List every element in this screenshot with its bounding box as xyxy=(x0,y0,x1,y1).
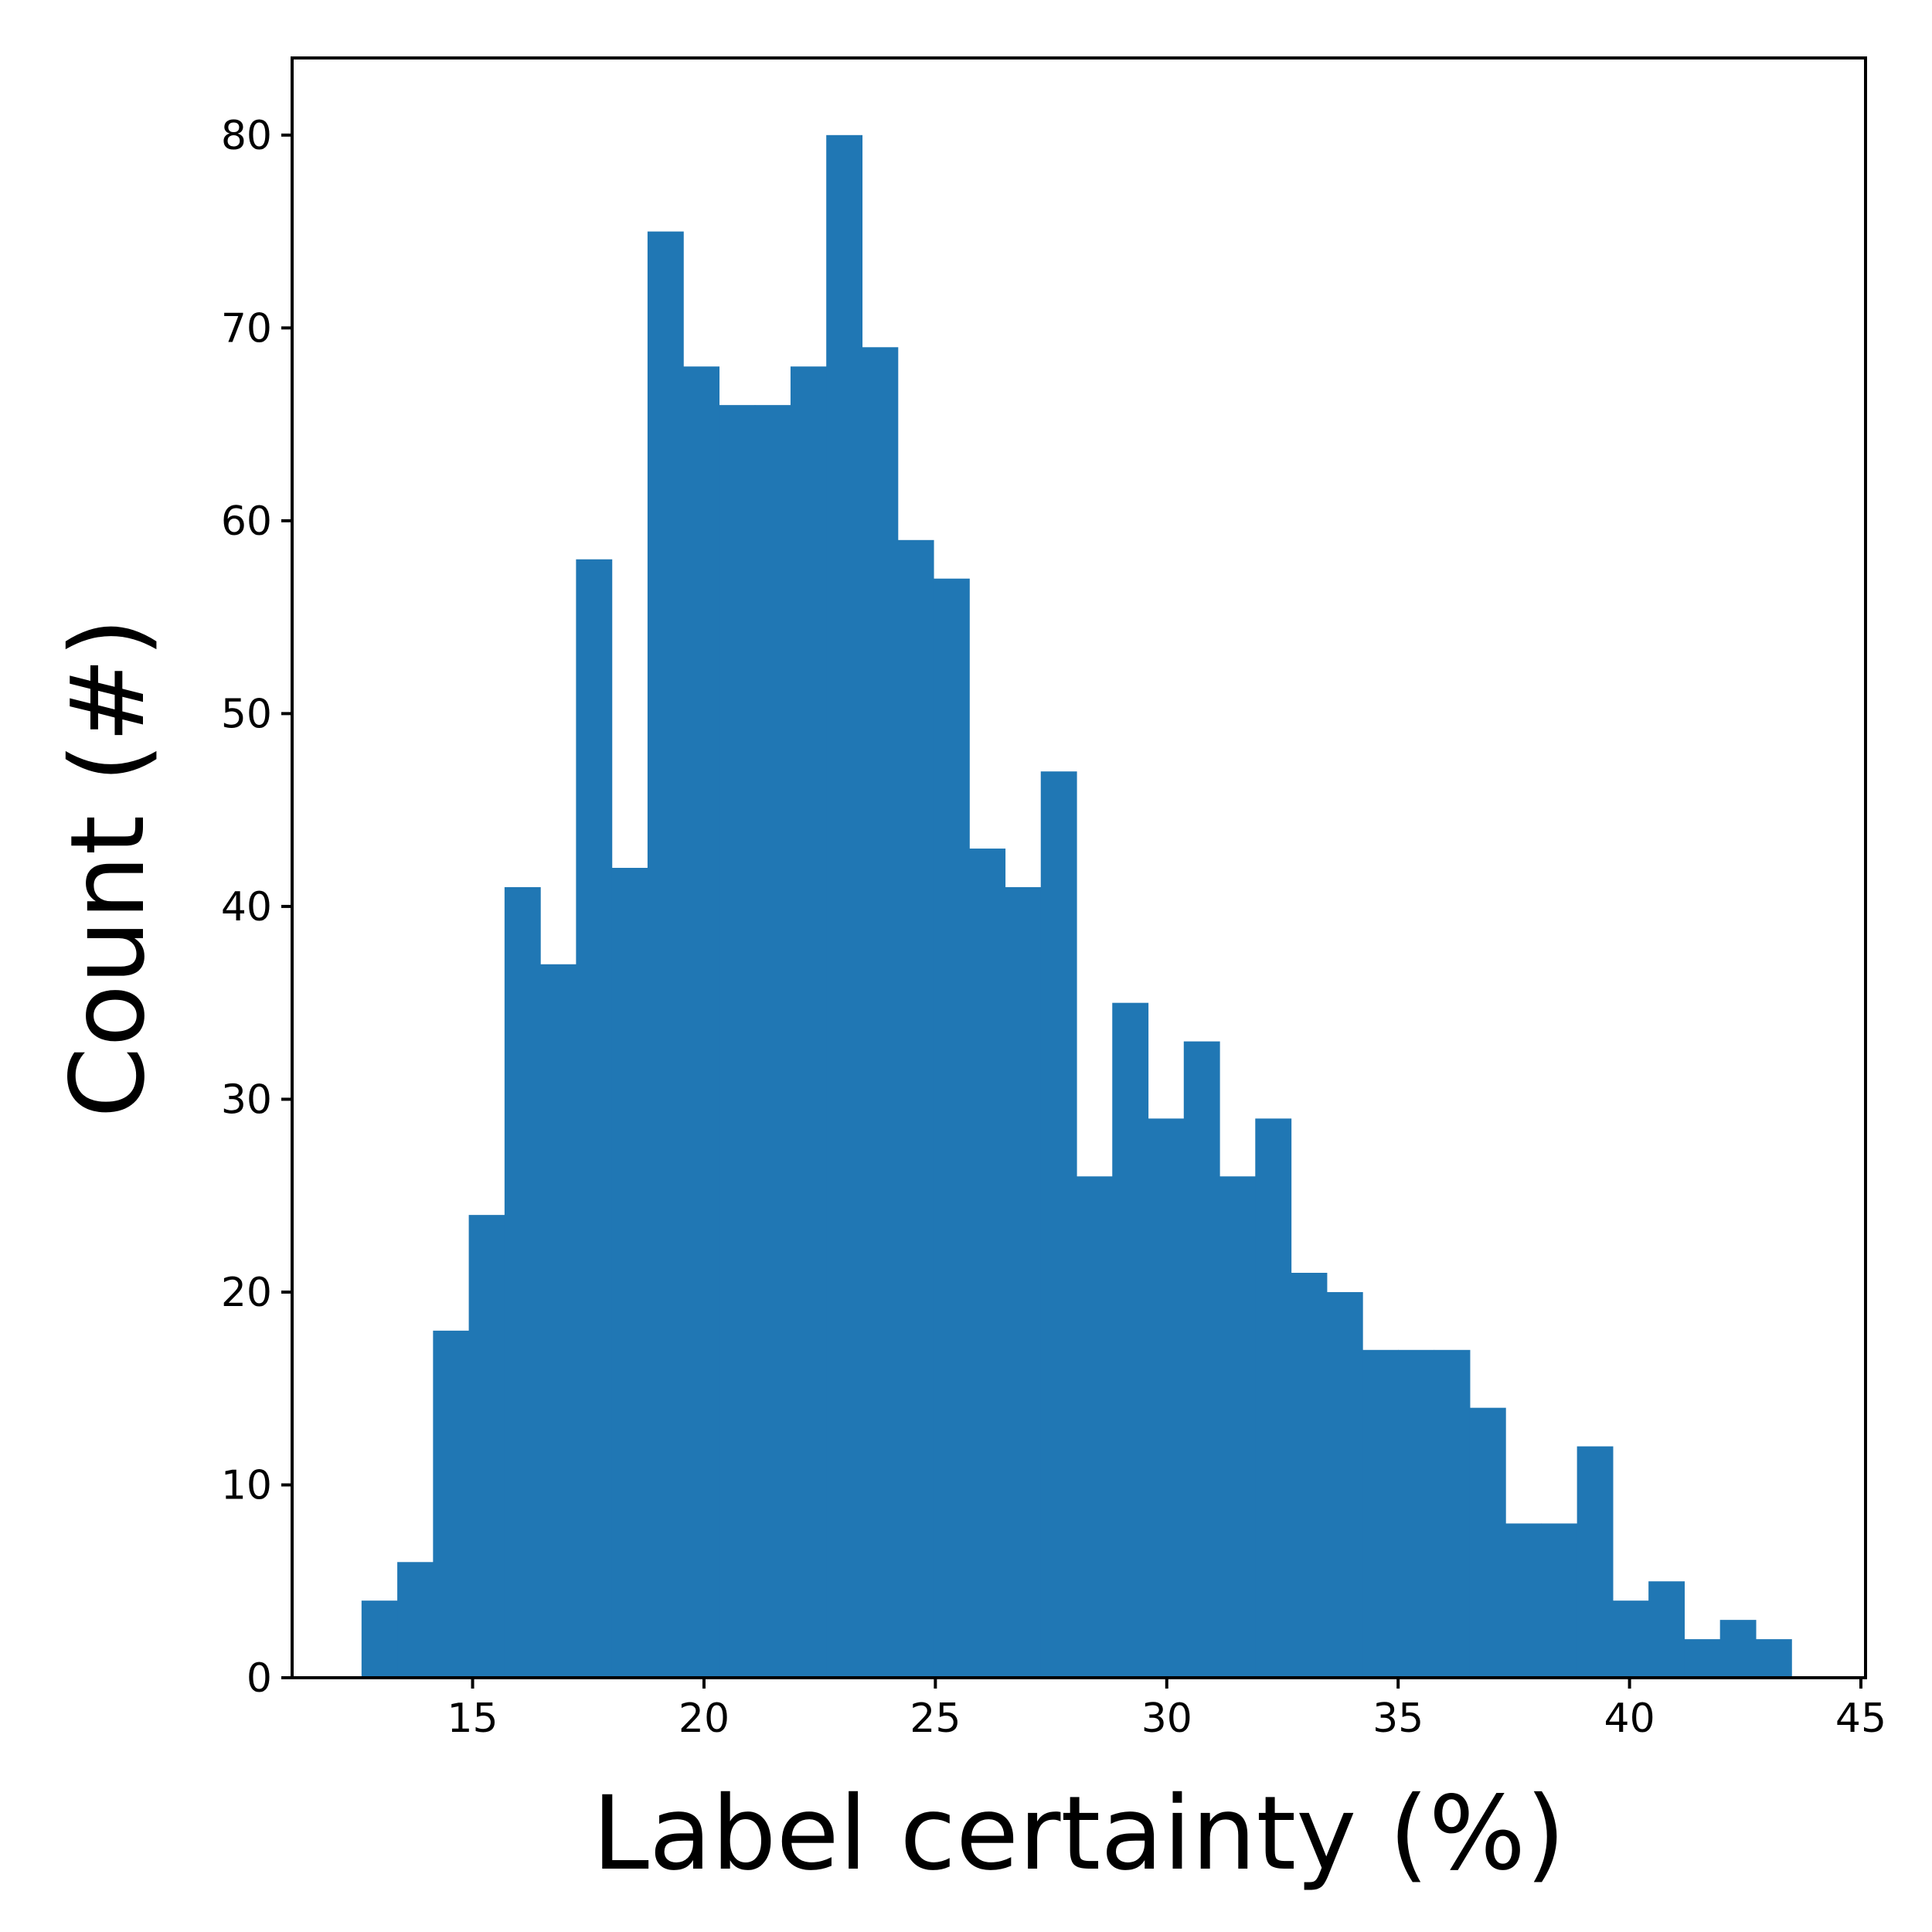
histogram-bar xyxy=(1755,1639,1792,1678)
histogram-bar xyxy=(468,1215,505,1678)
histogram-bar xyxy=(1112,1002,1149,1678)
histogram-bar xyxy=(361,1600,398,1678)
histogram-bar xyxy=(1648,1581,1685,1678)
x-tick-label: 20 xyxy=(679,1696,730,1742)
histogram-bar xyxy=(826,134,863,1678)
histogram-bar xyxy=(1326,1291,1363,1678)
histogram-bar xyxy=(1255,1118,1292,1678)
histogram-bar xyxy=(1040,771,1077,1679)
histogram-bar xyxy=(1469,1407,1506,1678)
histogram-bar xyxy=(897,539,934,1678)
y-tick-label: 0 xyxy=(247,1655,272,1702)
histogram-bar xyxy=(1077,1176,1113,1678)
y-tick-label: 10 xyxy=(221,1462,272,1509)
histogram-bar xyxy=(1183,1041,1220,1678)
histogram-bar xyxy=(540,964,577,1678)
histogram-bar xyxy=(790,366,827,1679)
histogram-bar xyxy=(1577,1446,1614,1678)
plot-frame xyxy=(291,56,1867,1679)
x-tick-label: 35 xyxy=(1372,1696,1423,1742)
x-tick-label: 45 xyxy=(1835,1696,1886,1742)
x-tick-label: 25 xyxy=(910,1696,961,1742)
y-tick-label: 70 xyxy=(221,305,272,352)
histogram-bar xyxy=(754,405,791,1679)
histogram-bar xyxy=(576,559,613,1678)
x-tick-label: 30 xyxy=(1141,1696,1192,1742)
histogram-bar xyxy=(611,868,648,1678)
x-tick-label: 40 xyxy=(1604,1696,1655,1742)
y-tick-label: 60 xyxy=(221,498,272,545)
histogram-bar xyxy=(1148,1118,1185,1678)
histogram-bar xyxy=(397,1562,434,1678)
histogram-bar xyxy=(1612,1600,1649,1678)
y-tick-label: 80 xyxy=(221,113,272,159)
histogram-bar xyxy=(1541,1523,1578,1678)
histogram-bar xyxy=(862,347,899,1679)
y-tick-label: 30 xyxy=(221,1077,272,1123)
histogram-bars xyxy=(361,134,1792,1679)
y-tick-label: 40 xyxy=(221,884,272,930)
histogram-bar xyxy=(933,578,970,1678)
y-tick-label: 50 xyxy=(221,691,272,737)
histogram-bar xyxy=(1291,1273,1328,1678)
x-axis-ticks: 15 20 25 30 35 40 45 xyxy=(447,1678,1886,1742)
histogram-bar xyxy=(647,231,684,1679)
y-axis-label: Count (#) xyxy=(49,617,168,1118)
histogram-bar xyxy=(1719,1620,1757,1678)
histogram-bar xyxy=(504,886,541,1678)
histogram-bar xyxy=(433,1330,470,1678)
histogram-bar xyxy=(969,849,1006,1678)
histogram-bar xyxy=(683,366,720,1679)
histogram-bar xyxy=(1219,1176,1256,1678)
histogram-bar xyxy=(1362,1349,1399,1678)
histogram-bar xyxy=(1505,1523,1542,1678)
histogram-bar xyxy=(1398,1349,1435,1678)
histogram-bar xyxy=(1684,1639,1721,1678)
y-axis-ticks: 0 10 20 30 40 50 60 70 80 xyxy=(221,113,292,1702)
histogram-bar xyxy=(719,405,756,1679)
histogram-bar xyxy=(1434,1349,1471,1678)
histogram-bar xyxy=(1005,886,1042,1678)
x-axis-label: Label certainty (%) xyxy=(592,1774,1565,1893)
x-tick-label: 15 xyxy=(447,1696,498,1742)
y-tick-label: 20 xyxy=(221,1270,272,1316)
